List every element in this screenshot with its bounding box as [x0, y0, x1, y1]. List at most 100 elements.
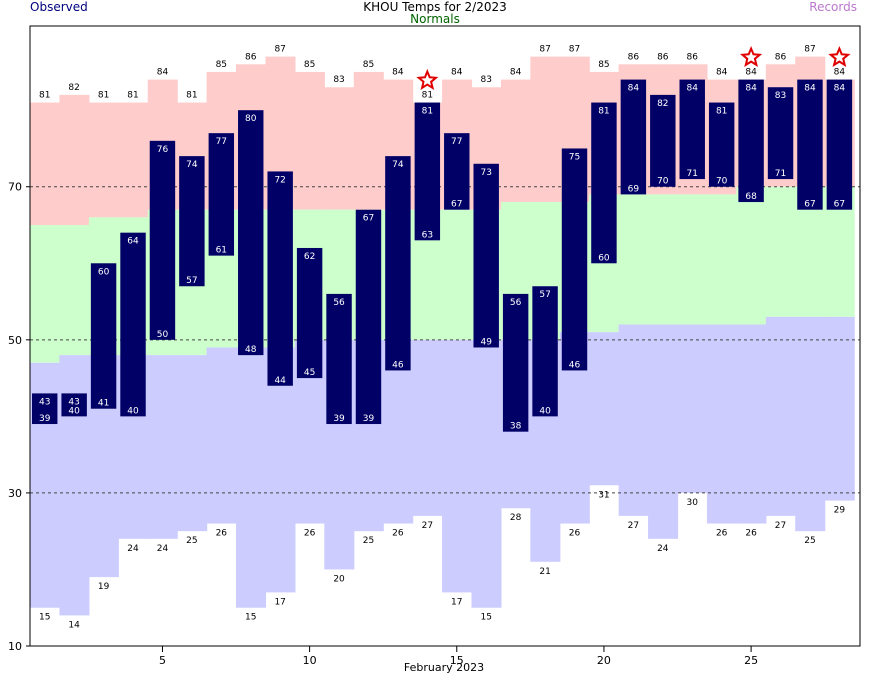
record-high-label: 84: [716, 68, 728, 78]
observed-bar: [296, 247, 323, 379]
observed-low-label: 67: [834, 200, 845, 210]
observed-low-label: 45: [304, 368, 315, 378]
observed-low-label: 40: [539, 406, 551, 416]
normal-band: [648, 194, 679, 325]
observed-bar: [473, 163, 499, 348]
record-high-band: [88, 102, 119, 218]
record-star-icon: [828, 45, 851, 68]
record-low-band: [412, 339, 443, 516]
observed-high-label: 75: [569, 152, 580, 162]
observed-high-label: 81: [598, 107, 609, 117]
observed-bar: [826, 79, 853, 210]
record-high-label: 87: [539, 45, 550, 55]
observed-high-label: 84: [804, 84, 816, 94]
observed-bar: [208, 133, 235, 256]
observed-high-label: 84: [745, 84, 757, 94]
observed-bar: [561, 148, 588, 371]
record-high-label: 87: [804, 45, 815, 55]
record-low-label: 28: [510, 513, 522, 523]
observed-low-label: 48: [245, 345, 257, 355]
record-high-band: [118, 102, 149, 218]
record-high-label: 85: [304, 60, 315, 70]
normal-band: [765, 186, 796, 317]
observed-bar: [90, 263, 117, 409]
record-low-label: 29: [834, 506, 846, 516]
observed-bar: [444, 133, 470, 210]
observed-bar: [238, 110, 264, 356]
observed-bar: [708, 102, 735, 187]
legend-normals: Normals: [410, 12, 460, 26]
record-low-label: 26: [304, 529, 316, 539]
record-high-label: 86: [628, 52, 640, 62]
record-high-label: 85: [216, 60, 227, 70]
record-low-label: 24: [657, 544, 669, 554]
record-low-band: [236, 347, 267, 608]
record-low-label: 17: [451, 597, 462, 607]
observed-low-label: 49: [480, 337, 492, 347]
record-high-label: 81: [127, 91, 138, 101]
normal-band: [59, 225, 90, 356]
record-star-icon: [416, 68, 439, 90]
normal-band: [736, 186, 767, 325]
observed-high-label: 84: [628, 84, 640, 94]
record-low-band: [147, 355, 178, 539]
observed-low-label: 46: [569, 360, 581, 370]
record-low-band: [177, 355, 208, 532]
record-low-label: 21: [539, 567, 550, 577]
record-low-band: [618, 324, 649, 516]
normal-band: [706, 194, 737, 325]
observed-bar: [650, 94, 676, 187]
normal-band: [677, 194, 708, 325]
normal-band: [618, 194, 649, 325]
record-low-label: 15: [480, 613, 491, 623]
observed-high-label: 83: [775, 91, 786, 101]
observed-high-label: 77: [216, 137, 227, 147]
record-low-label: 25: [186, 536, 197, 546]
observed-high-label: 80: [245, 114, 257, 124]
observed-low-label: 39: [333, 414, 345, 424]
x-axis-label: February 2023: [403, 661, 485, 674]
observed-low-label: 70: [657, 177, 669, 187]
record-high-label: 85: [363, 60, 374, 70]
observed-high-label: 64: [127, 237, 139, 247]
record-low-label: 19: [98, 582, 110, 592]
observed-bar: [797, 79, 823, 210]
record-high-band: [59, 94, 90, 226]
record-low-label: 17: [274, 597, 285, 607]
record-high-label: 83: [333, 75, 344, 85]
observed-bar: [267, 171, 293, 386]
observed-bar: [32, 393, 58, 425]
record-low-band: [589, 332, 620, 486]
record-high-label: 81: [39, 91, 50, 101]
record-high-label: 85: [598, 60, 609, 70]
observed-high-label: 82: [657, 99, 668, 109]
observed-high-label: 67: [363, 214, 374, 224]
observed-bar: [620, 79, 647, 195]
record-low-label: 15: [245, 613, 256, 623]
record-low-label: 15: [39, 613, 50, 623]
observed-bar: [149, 140, 176, 340]
x-tick-label: 15: [450, 654, 464, 667]
record-low-band: [824, 316, 855, 501]
plot-frame: [29, 25, 861, 647]
record-low-label: 26: [716, 529, 728, 539]
observed-high-label: 77: [451, 137, 462, 147]
record-high-label: 84: [392, 68, 404, 78]
y-tick-label: 50: [8, 334, 22, 347]
observed-high-label: 76: [157, 145, 169, 155]
observed-low-label: 44: [274, 376, 286, 386]
observed-low-label: 39: [39, 414, 51, 424]
observed-bar: [532, 286, 558, 417]
record-high-band: [500, 79, 531, 203]
record-high-label: 84: [745, 68, 757, 78]
observed-high-label: 84: [834, 84, 846, 94]
record-low-label: 27: [422, 521, 433, 531]
record-low-label: 26: [569, 529, 581, 539]
record-low-band: [706, 324, 737, 524]
observed-low-label: 46: [392, 360, 404, 370]
observed-bar: [179, 156, 205, 287]
record-low-band: [442, 339, 473, 593]
observed-low-label: 39: [363, 414, 375, 424]
record-high-label: 87: [274, 45, 285, 55]
record-high-label: 83: [480, 75, 491, 85]
